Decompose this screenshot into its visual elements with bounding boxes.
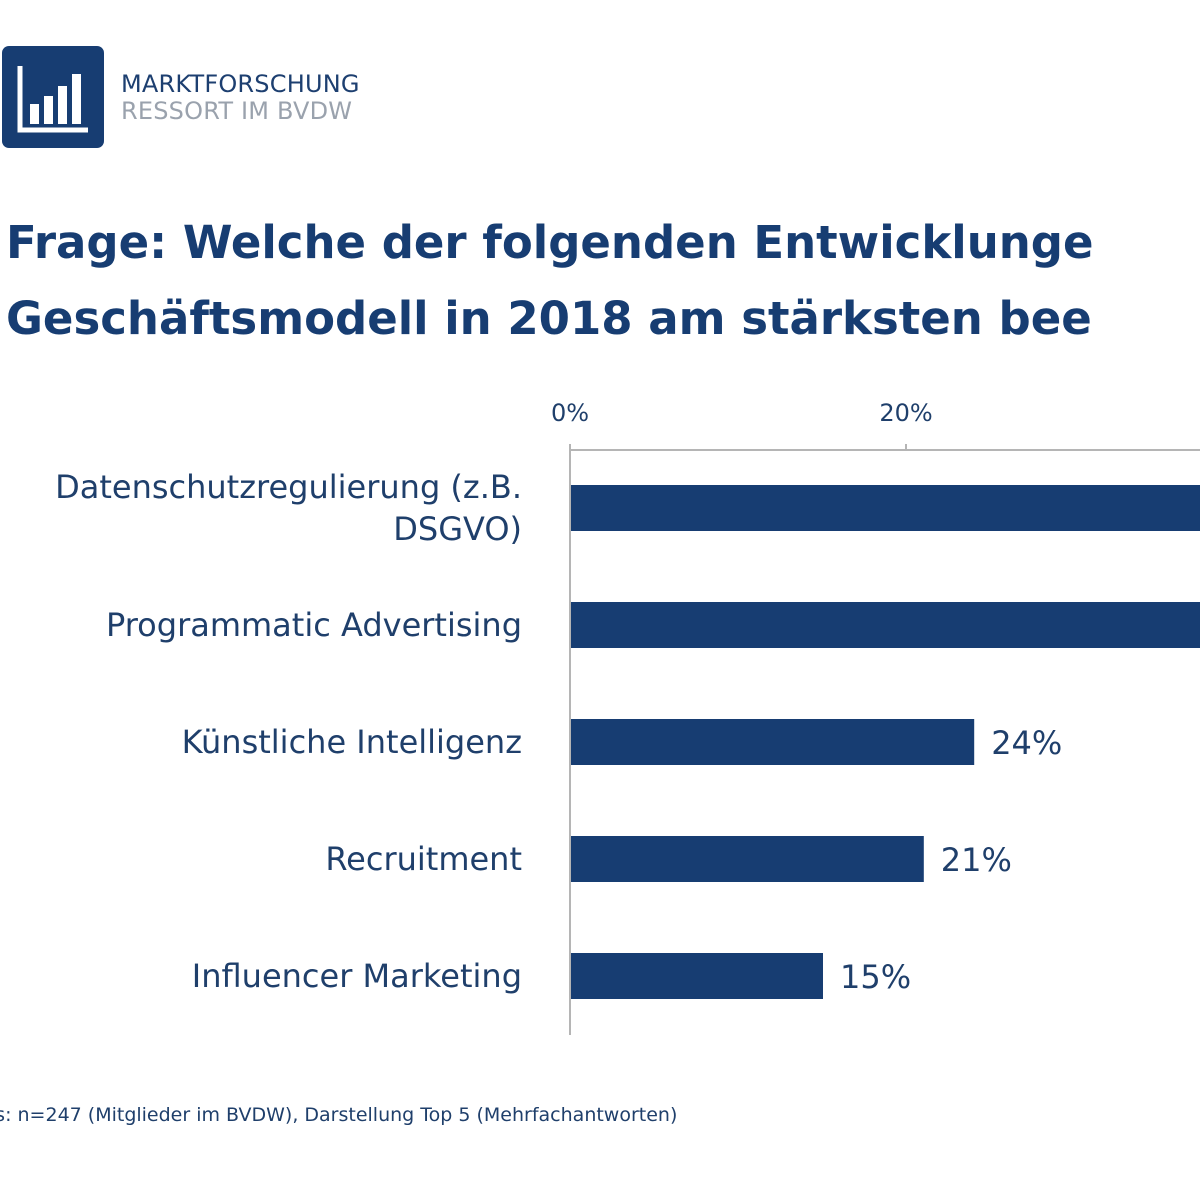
bar bbox=[571, 602, 1200, 648]
bar bbox=[571, 719, 975, 765]
bar-chart: 0% 20% Datenschutzregulierung (z.B. DSGVO) P… bbox=[55, 399, 1200, 1035]
question-line-1: Frage: Welche der folgenden Entwicklunge bbox=[6, 216, 1094, 269]
bar bbox=[571, 836, 924, 882]
footnote: sis: n=247 (Mitglieder im BVDW), Darstel… bbox=[0, 1104, 678, 1126]
bar bbox=[571, 485, 1200, 531]
category-label: Künstliche Intelligenz bbox=[182, 723, 522, 761]
category-label: Influencer Marketing bbox=[192, 957, 522, 995]
data-label: 21% bbox=[941, 841, 1012, 879]
category-label: Recruitment bbox=[325, 840, 522, 878]
bar bbox=[571, 953, 823, 999]
x-tick-label: 20% bbox=[879, 399, 932, 427]
data-label: 15% bbox=[840, 958, 911, 996]
brand-logo bbox=[2, 46, 104, 148]
category-label: Datenschutzregulierung (z.B. bbox=[55, 468, 522, 506]
brand-name: MARKTFORSCHUNG bbox=[121, 70, 360, 98]
category-label: Programmatic Advertising bbox=[106, 606, 522, 644]
question-title: Frage: Welche der folgenden Entwicklunge… bbox=[6, 205, 1094, 357]
data-label: 24% bbox=[991, 724, 1062, 762]
brand-subtitle: RESSORT IM BVDW bbox=[121, 97, 353, 125]
bar-chart-logo-icon bbox=[17, 66, 88, 133]
question-line-2: Geschäftsmodell in 2018 am stärksten bee bbox=[6, 292, 1092, 345]
x-tick-label: 0% bbox=[551, 399, 589, 427]
category-label: DSGVO) bbox=[393, 510, 522, 548]
